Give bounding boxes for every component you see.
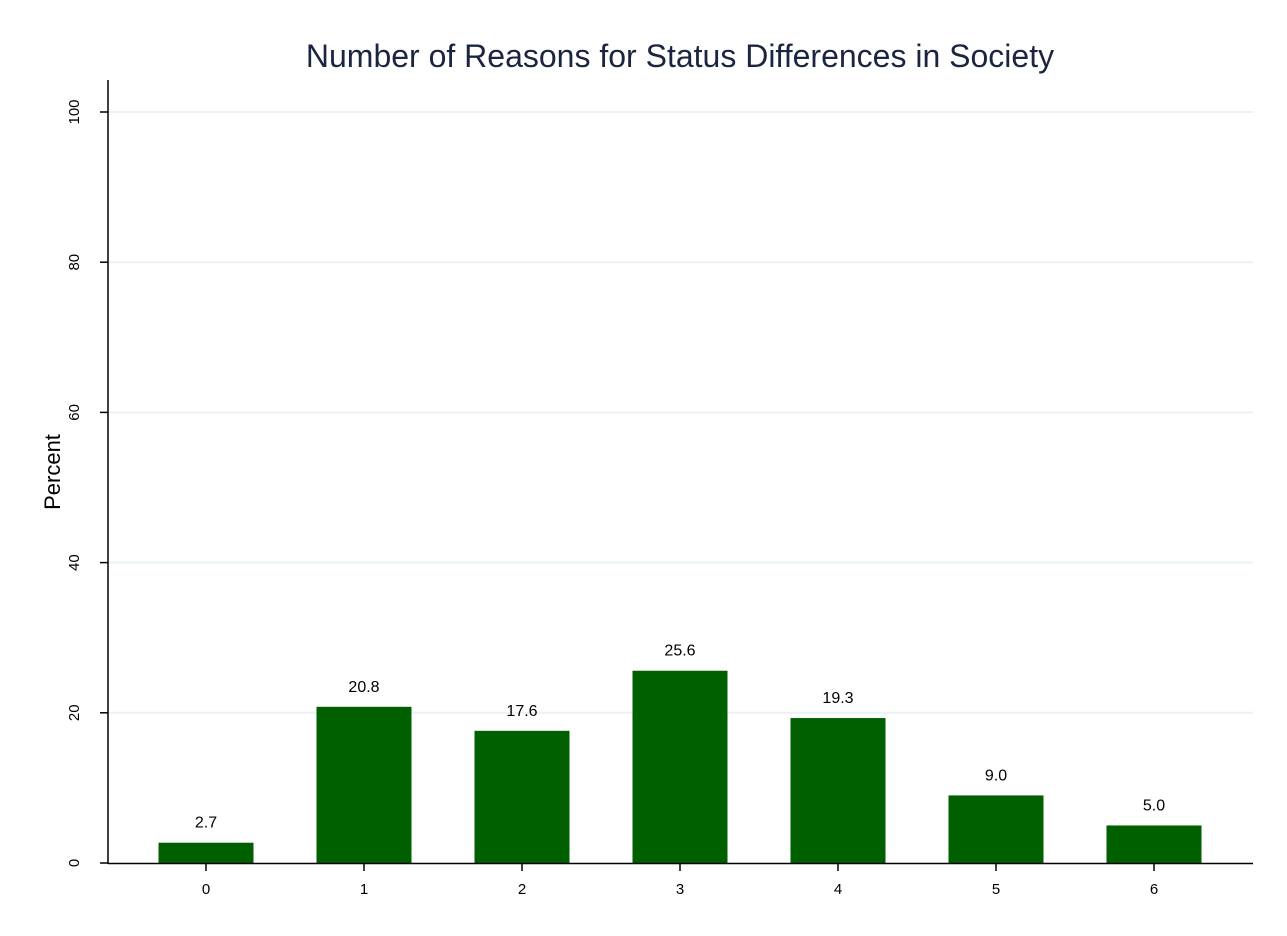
data-labels: 2.7 20.8 17.6 25.6 19.3 9.0 5.0	[195, 643, 1165, 832]
y-tick-label: 20	[66, 704, 83, 721]
y-tick-label: 100	[66, 99, 83, 124]
x-tick-label: 1	[360, 881, 368, 898]
data-label: 2.7	[195, 815, 217, 832]
x-tick-label: 6	[1150, 881, 1158, 898]
data-label: 20.8	[348, 679, 379, 696]
data-label: 5.0	[1143, 797, 1165, 814]
bar-3	[632, 670, 728, 863]
bar-1	[316, 706, 412, 863]
y-tick-label: 60	[66, 404, 83, 421]
bars	[158, 670, 1202, 863]
bar-5	[948, 795, 1044, 863]
bar-6	[1106, 825, 1202, 863]
data-label: 9.0	[985, 767, 1007, 784]
y-axis-ticks: 0 20 40 60 80 100	[66, 99, 108, 867]
x-axis-ticks: 0 1 2 3 4 5 6	[202, 863, 1158, 898]
data-label: 17.6	[506, 703, 537, 720]
y-tick-label: 40	[66, 554, 83, 571]
bar-0	[158, 842, 254, 863]
y-tick-label: 0	[66, 859, 83, 867]
x-tick-label: 0	[202, 881, 210, 898]
bar-2	[474, 730, 570, 863]
chart-title: Number of Reasons for Status Differences…	[306, 38, 1054, 74]
gridlines	[108, 111, 1253, 714]
y-tick-label: 80	[66, 254, 83, 271]
data-label: 19.3	[822, 690, 853, 707]
bar-4	[790, 718, 886, 863]
x-tick-label: 5	[992, 881, 1000, 898]
y-axis-label: Percent	[40, 434, 65, 510]
data-label: 25.6	[664, 643, 695, 660]
x-tick-label: 4	[834, 881, 842, 898]
x-tick-label: 2	[518, 881, 526, 898]
x-tick-label: 3	[676, 881, 684, 898]
